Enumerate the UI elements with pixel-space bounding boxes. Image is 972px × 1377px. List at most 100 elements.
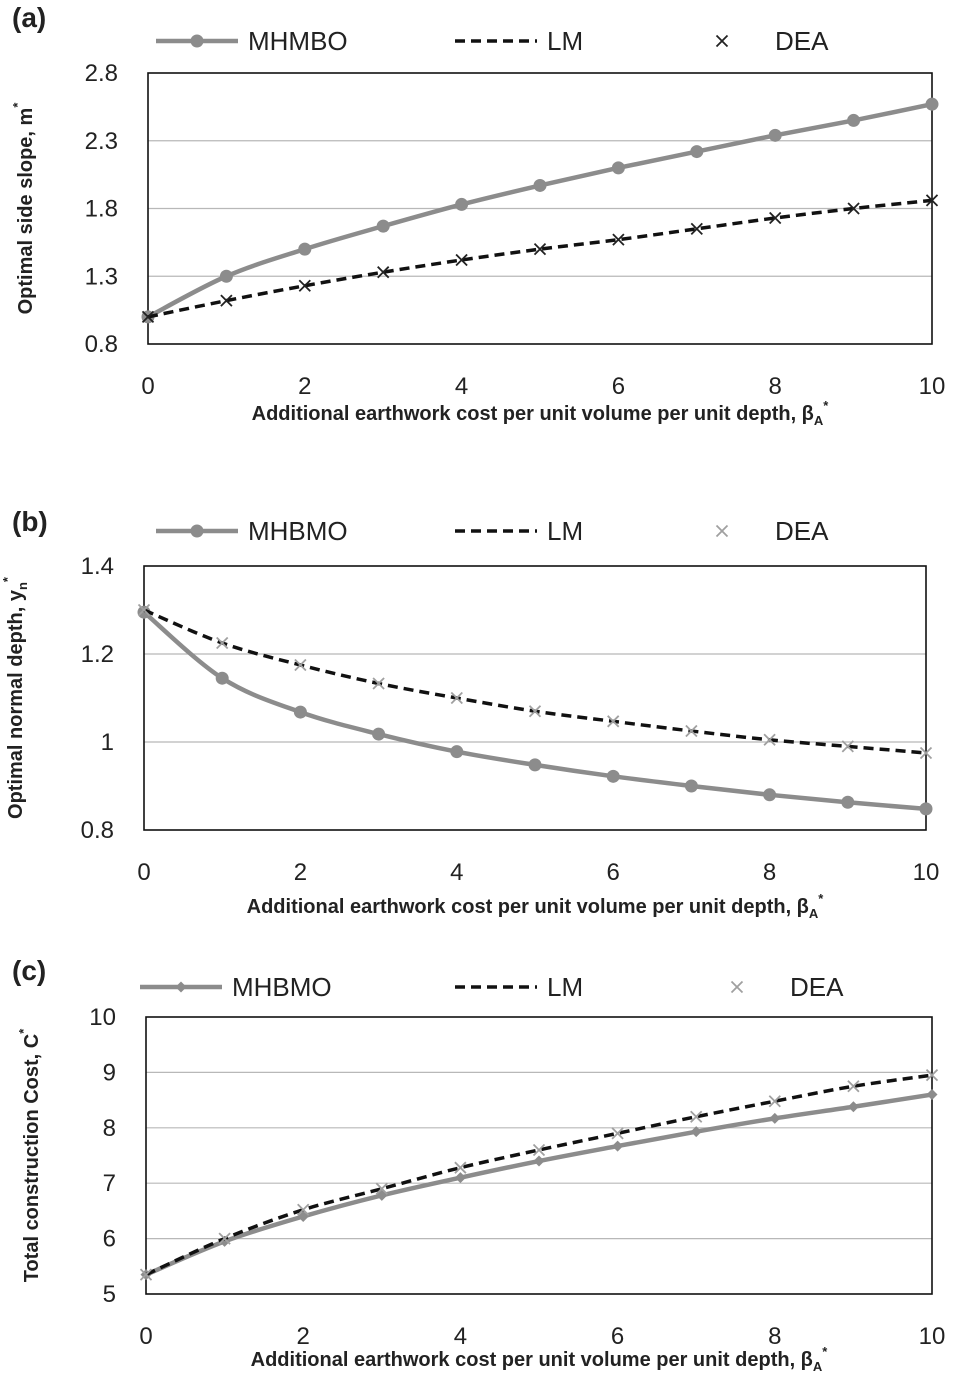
data-point [137, 605, 151, 619]
panel-label: (b) [12, 506, 48, 537]
data-point [919, 746, 933, 760]
legend: MHMBO LM DEA [156, 26, 829, 56]
x-axis-title-main: Additional earthwork cost per unit volum… [247, 896, 809, 918]
x-tick-label: 2 [298, 373, 311, 400]
series-line-mhbmo [145, 1092, 933, 1277]
legend-marker [715, 34, 729, 48]
x-tick-label: 4 [455, 373, 468, 400]
y-tick-label: 2.3 [85, 128, 118, 155]
series-mhmbo [141, 97, 939, 324]
data-point [685, 724, 698, 738]
data-point [847, 1080, 860, 1093]
y-tick-label: 1.2 [81, 641, 114, 668]
data-point [139, 1268, 153, 1281]
data-point [612, 1140, 624, 1152]
x-tick-label: 0 [137, 859, 150, 886]
legend-item-lm: LM [455, 972, 583, 1002]
legend-item-lm: LM [455, 26, 583, 56]
y-tick-label: 10 [89, 1004, 116, 1031]
data-point [925, 97, 939, 111]
x-tick-label: 4 [450, 859, 463, 886]
series-mhbmo [140, 1089, 938, 1281]
plot-area-frame [143, 565, 927, 831]
data-point [532, 1143, 546, 1157]
y-axis-title: Total construction Cost, C* [16, 1028, 43, 1283]
data-point [690, 1110, 703, 1123]
legend-item-mhmbo: MHMBO [156, 26, 348, 56]
series-line-mhbmo [142, 610, 927, 812]
data-point [298, 242, 312, 256]
data-point [606, 769, 620, 783]
series-line-lm [147, 198, 933, 319]
data-point [454, 1161, 467, 1174]
data-point [450, 691, 463, 705]
data-point [841, 740, 854, 753]
x-tick-label: 8 [763, 859, 776, 886]
x-axis-title-superscript: * [818, 891, 824, 906]
data-point [528, 758, 542, 772]
y-axis-title-subscript: n [15, 582, 30, 590]
data-point [297, 1203, 310, 1216]
data-point [690, 1126, 702, 1138]
legend-marker [730, 980, 744, 994]
data-point [612, 233, 625, 246]
legend: MHBMO LM DEA [156, 516, 829, 546]
series-line-lm [143, 608, 927, 755]
x-axis-title: Additional earthwork cost per unit volum… [251, 1344, 829, 1374]
data-point [925, 1069, 939, 1082]
y-axis-title: Optimal normal depth, yn* [0, 576, 30, 819]
x-axis-title-subscript: A [809, 906, 819, 921]
series-dea [141, 194, 939, 324]
panel-label: (a) [12, 2, 46, 33]
data-point [528, 705, 542, 718]
legend-marker [190, 34, 204, 48]
series-dea [137, 603, 933, 760]
data-point [450, 745, 464, 759]
x-tick-label: 6 [607, 859, 620, 886]
x-axis-title-main: Additional earthwork cost per unit volum… [252, 403, 814, 425]
chart-panel-3: (c) 5 6 7 8 9 10 0 2 4 6 8 10 MHBMO LM DEA Additional ea… [12, 955, 945, 1374]
data-point [926, 1089, 938, 1101]
x-tick-label: 0 [139, 1323, 152, 1350]
data-point [841, 795, 855, 809]
y-tick-label: 1 [101, 729, 114, 756]
y-axis-title-superscript: * [0, 576, 15, 582]
data-point [768, 1095, 781, 1108]
y-axis-title-main: Optimal side slope, m [15, 108, 37, 315]
data-point [294, 658, 307, 672]
data-point [220, 294, 233, 307]
data-point [607, 715, 620, 728]
data-point [533, 178, 547, 192]
legend-label: DEA [775, 516, 829, 546]
y-tick-label: 1.8 [85, 196, 118, 223]
legend-item-lm: LM [455, 516, 583, 546]
data-point [769, 1112, 781, 1124]
y-tick-label: 9 [103, 1059, 116, 1086]
x-tick-label: 6 [611, 1323, 624, 1350]
chart-panel-2: (b) 0.8 1 1.2 1.4 0 2 4 6 8 10 MHBMO LM DEA Additional… [0, 506, 939, 921]
y-axis-title: Optimal side slope, m* [10, 102, 37, 315]
legend-marker [715, 524, 729, 538]
y-tick-label: 2.8 [85, 60, 118, 87]
data-point [768, 128, 782, 142]
y-tick-label: 1.4 [81, 553, 114, 580]
x-tick-label: 6 [612, 373, 625, 400]
data-point [454, 1172, 466, 1184]
data-point [611, 161, 625, 175]
y-tick-label: 7 [103, 1170, 116, 1197]
x-axis-title-superscript: * [823, 398, 829, 413]
series-lm [143, 608, 927, 755]
x-axis-title-subscript: A [813, 1359, 823, 1374]
data-point [925, 194, 939, 207]
x-axis-title: Additional earthwork cost per unit volum… [252, 398, 830, 428]
data-point [684, 779, 698, 793]
data-point [455, 197, 469, 211]
x-tick-label: 0 [141, 373, 154, 400]
series-line-mhmbo [146, 101, 933, 319]
x-tick-label: 10 [919, 1323, 946, 1350]
legend-label: LM [547, 26, 583, 56]
x-axis-title-main: Additional earthwork cost per unit volum… [251, 1349, 813, 1371]
data-point [690, 222, 703, 235]
y-tick-label: 8 [103, 1115, 116, 1142]
